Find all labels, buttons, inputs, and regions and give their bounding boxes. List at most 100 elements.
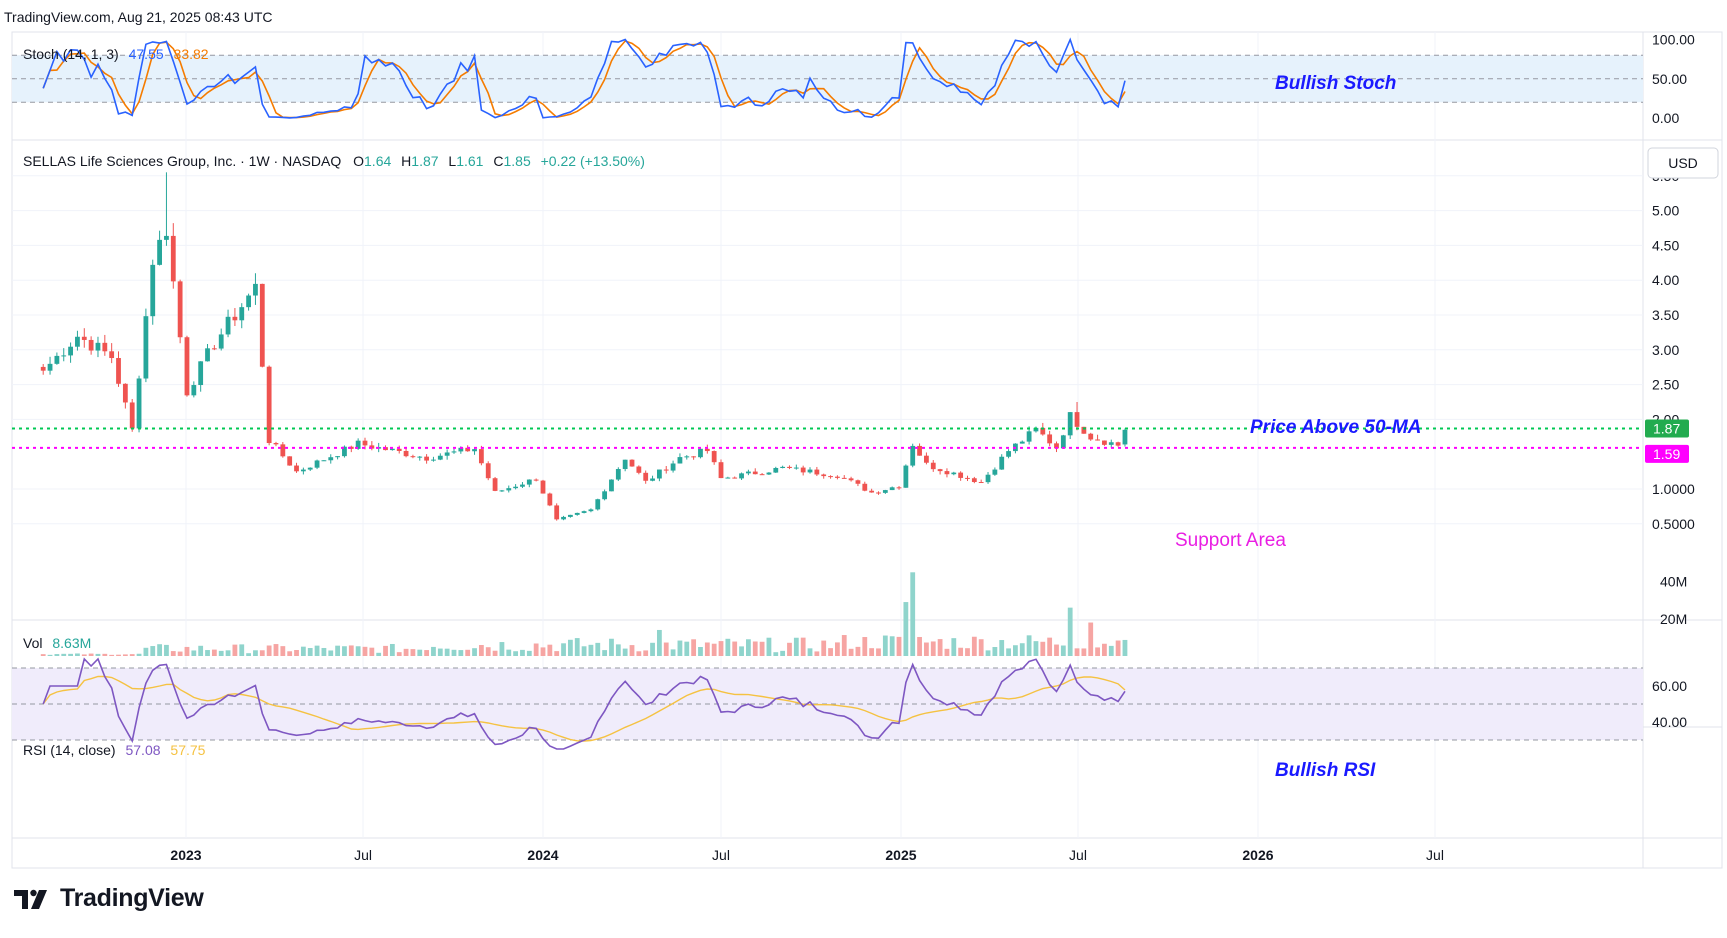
stoch-k-value: 47.55 bbox=[129, 46, 164, 62]
volume-bar bbox=[554, 651, 560, 656]
volume-bar bbox=[410, 649, 416, 656]
volume-bar bbox=[431, 646, 436, 656]
volume-bar bbox=[985, 650, 991, 656]
chart-canvas[interactable]: 100.00 50.00 0.00 Stoch (14, 1, 3) 47.55 3… bbox=[0, 0, 1727, 870]
candle-body bbox=[828, 476, 833, 478]
volume-bar bbox=[68, 653, 73, 656]
volume-bar bbox=[937, 639, 943, 656]
volume-bar bbox=[287, 651, 293, 656]
candle-body bbox=[335, 456, 341, 458]
volume-bar bbox=[1060, 645, 1066, 656]
candle-body bbox=[814, 469, 820, 475]
candle-body bbox=[362, 440, 368, 446]
candle-body bbox=[417, 456, 423, 458]
volume-bar bbox=[40, 654, 46, 656]
volume-bar bbox=[650, 642, 655, 656]
currency-button[interactable]: USD bbox=[1647, 147, 1719, 179]
candle-body bbox=[1074, 412, 1080, 427]
candle-body bbox=[348, 446, 354, 449]
candle-body bbox=[68, 346, 73, 356]
tradingview-logo[interactable]: TradingView bbox=[14, 884, 204, 913]
volume-bar bbox=[485, 647, 491, 656]
candle-body bbox=[739, 473, 744, 479]
candle-body bbox=[725, 477, 731, 479]
volume-bar bbox=[917, 636, 922, 656]
candle-body bbox=[1060, 435, 1066, 449]
candle-body bbox=[643, 472, 649, 481]
volume-bar bbox=[225, 650, 231, 656]
candle-body bbox=[684, 456, 690, 458]
price-tick-label: 1.0000 bbox=[1652, 481, 1695, 497]
volume-bar bbox=[910, 572, 916, 656]
candle-body bbox=[1108, 442, 1114, 445]
candle-body bbox=[780, 466, 786, 468]
volume-bar bbox=[1026, 635, 1032, 656]
rsi-legend[interactable]: RSI (14, close) 57.08 57.75 bbox=[23, 742, 206, 758]
volume-bar bbox=[191, 650, 197, 656]
volume-bar bbox=[615, 644, 621, 656]
volume-bar bbox=[170, 651, 176, 656]
annotation-price-above-ma: Price Above 50-MA bbox=[1250, 417, 1421, 438]
volume-bar bbox=[383, 645, 388, 656]
candle-body bbox=[533, 479, 539, 481]
volume-bar bbox=[828, 648, 833, 656]
candle-body bbox=[355, 440, 361, 449]
volume-bar bbox=[81, 654, 87, 656]
candle-body bbox=[835, 476, 840, 478]
candle-body bbox=[554, 505, 560, 520]
volume-bar bbox=[602, 650, 608, 656]
volume-bar bbox=[499, 642, 505, 656]
candle-body bbox=[1095, 439, 1100, 441]
candle-body bbox=[663, 469, 669, 471]
volume-bar bbox=[355, 646, 361, 656]
volume-bar bbox=[232, 644, 238, 656]
x-axis-tick-label: Jul bbox=[712, 847, 730, 863]
volume-bar bbox=[1115, 640, 1121, 656]
candle-body bbox=[869, 490, 875, 493]
volume-bar bbox=[1054, 644, 1059, 656]
volume-bar bbox=[841, 635, 847, 656]
candle-body bbox=[889, 487, 895, 491]
candle-body bbox=[1088, 433, 1094, 440]
candle-body bbox=[704, 448, 710, 452]
volume-bar bbox=[520, 649, 525, 656]
volume-bar bbox=[971, 636, 977, 656]
price-legend[interactable]: SELLAS Life Sciences Group, Inc. · 1W · … bbox=[23, 153, 645, 169]
price-y-ticks: 5.505.004.504.003.503.002.502.001.00000.… bbox=[1652, 168, 1695, 532]
candle-body bbox=[218, 334, 224, 349]
volume-bar bbox=[164, 644, 169, 656]
volume-legend[interactable]: Vol 8.63M bbox=[23, 635, 91, 651]
candle-body bbox=[650, 478, 655, 481]
candle-body bbox=[677, 457, 683, 464]
candle-body bbox=[342, 446, 347, 457]
support-price-tag: 1.59 bbox=[1645, 444, 1689, 463]
volume-bar bbox=[1122, 639, 1128, 656]
volume-bar bbox=[342, 646, 347, 656]
volume-bar bbox=[321, 647, 327, 656]
candle-body bbox=[307, 467, 313, 470]
candle-body bbox=[54, 355, 60, 364]
volume-bar bbox=[567, 639, 573, 656]
candle-body bbox=[862, 483, 868, 491]
candle-body bbox=[273, 443, 279, 445]
candle-body bbox=[1026, 431, 1032, 442]
ohlc-open: 1.64 bbox=[364, 153, 391, 169]
candle-body bbox=[492, 478, 498, 491]
candle-body bbox=[389, 448, 395, 451]
volume-bar bbox=[773, 652, 779, 656]
candle-body bbox=[396, 448, 402, 451]
volume-bar bbox=[246, 653, 251, 656]
volume-bar bbox=[218, 650, 224, 656]
stoch-legend[interactable]: Stoch (14, 1, 3) 47.55 33.82 bbox=[23, 46, 209, 62]
candle-body bbox=[800, 467, 806, 473]
volume-bar bbox=[478, 645, 484, 656]
x-axis-tick-label: 2023 bbox=[170, 847, 201, 863]
candle-body bbox=[157, 239, 162, 265]
volume-bar bbox=[136, 653, 142, 656]
volume-bar bbox=[403, 648, 409, 656]
candle-body bbox=[109, 351, 115, 359]
volume-bar bbox=[239, 644, 245, 656]
candle-body bbox=[465, 447, 471, 452]
volume-bar bbox=[506, 649, 512, 656]
candle-body bbox=[1081, 426, 1087, 434]
